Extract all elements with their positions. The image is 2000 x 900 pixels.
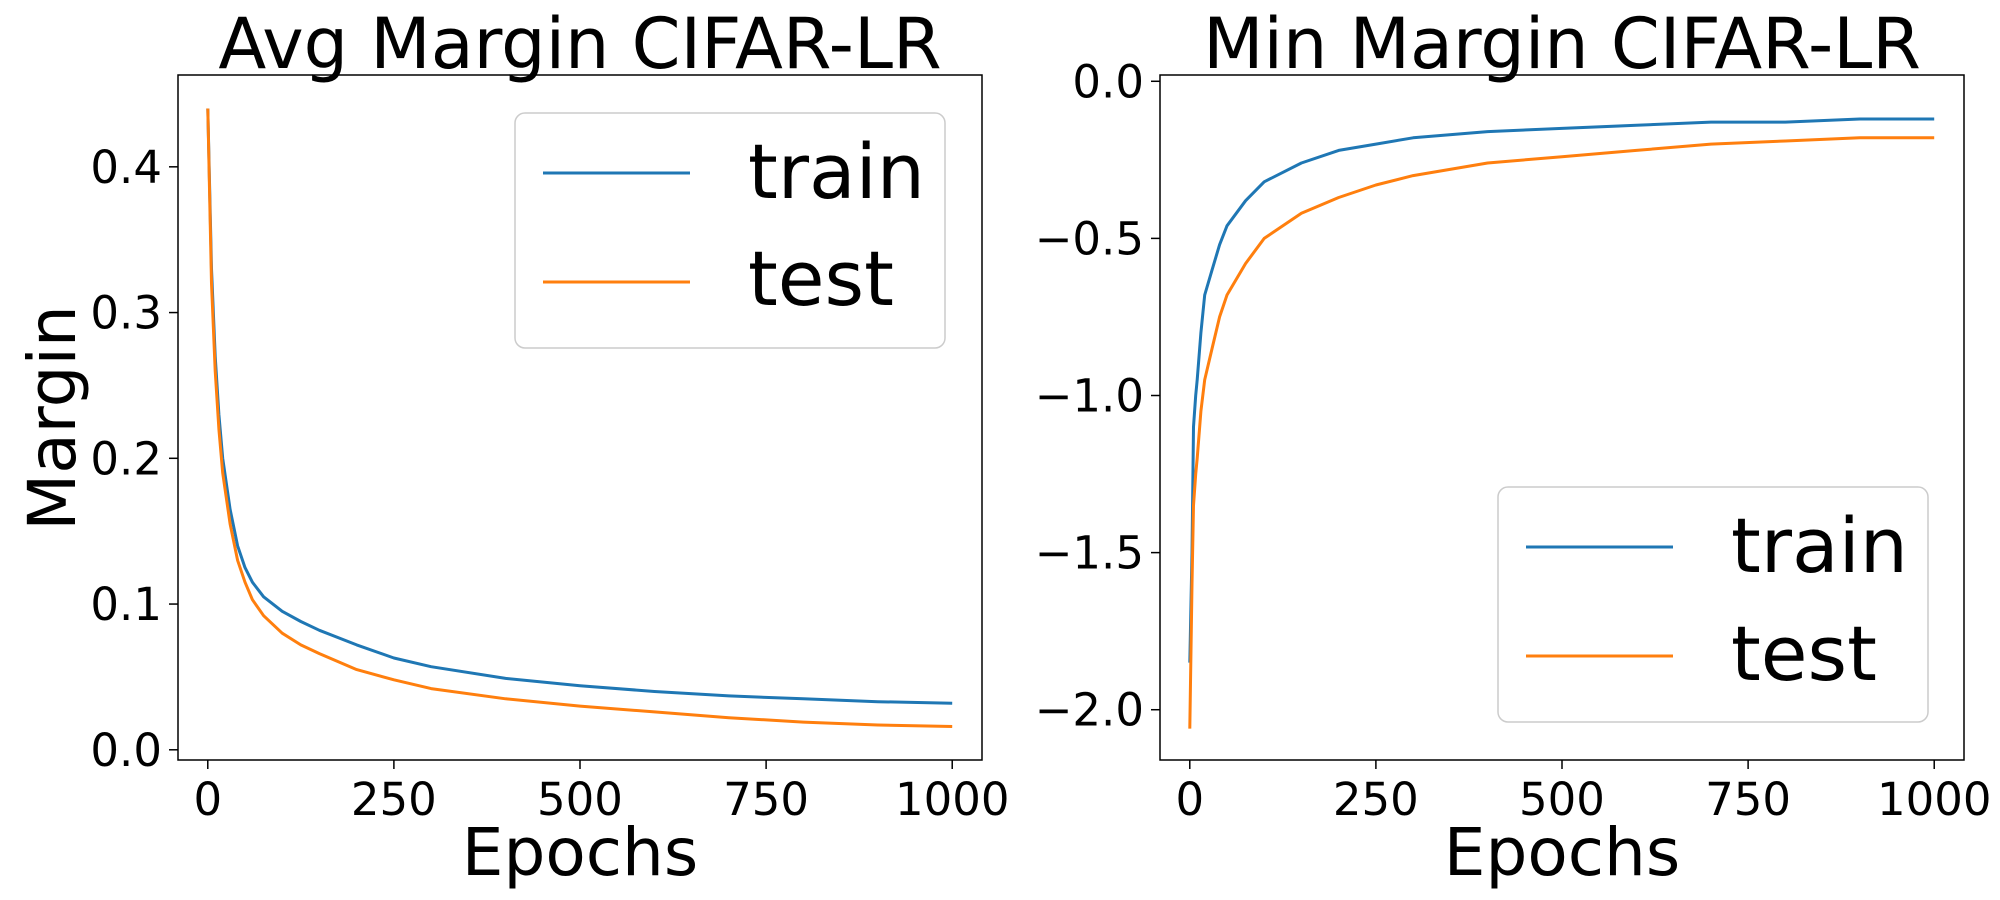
y-tick-labels: 0.0 −0.5 −1.0 −1.5 −2.0 — [1035, 55, 1160, 737]
y-tick-label: 0.0 — [1072, 55, 1144, 108]
series-group — [1188, 117, 1935, 729]
y-axis-label: Margin — [14, 305, 91, 530]
y-tick-label: 0.3 — [90, 287, 162, 340]
x-tick-label: 1000 — [1877, 773, 1992, 826]
x-axis-label: Epochs — [1444, 814, 1680, 891]
x-tick-label: 500 — [1519, 773, 1605, 826]
chart-title: Avg Margin CIFAR-LR — [218, 3, 941, 85]
y-tick-label: −0.5 — [1035, 212, 1144, 265]
x-tick-label: 750 — [1705, 773, 1791, 826]
y-tick-label: 0.2 — [90, 432, 162, 485]
x-tick-label: 1000 — [895, 773, 1010, 826]
legend: train test — [514, 112, 946, 349]
y-tick-label: −1.5 — [1035, 527, 1144, 580]
y-tick-labels: 0.0 0.1 0.2 0.3 0.4 — [90, 141, 178, 777]
legend-train-label: train — [1731, 501, 1908, 590]
series-group — [206, 108, 953, 728]
y-tick-label: −2.0 — [1035, 684, 1144, 737]
y-tick-label: 0.4 — [90, 141, 162, 194]
x-tick-label: 250 — [351, 773, 437, 826]
legend-test-label: test — [1731, 609, 1877, 698]
y-tick-label: 0.0 — [90, 724, 162, 777]
x-axis-label: Epochs — [462, 814, 698, 891]
x-tick-label: 500 — [537, 773, 623, 826]
avg-margin-panel: Avg Margin CIFAR-LR 0 250 500 750 1000 0.00.… — [14, 3, 1009, 891]
legend-train-label: train — [748, 127, 925, 216]
x-tick-label: 0 — [1175, 773, 1204, 826]
x-tick-labels: 0 250 500 750 1000 — [1175, 760, 1991, 826]
chart-title: Min Margin CIFAR-LR — [1203, 3, 1921, 85]
y-tick-label: −1.0 — [1035, 370, 1144, 423]
min-margin-panel: Min Margin CIFAR-LR 0 250 500 750 1000 0.0 −0… — [1035, 3, 1992, 891]
y-tick-label: 0.1 — [90, 578, 162, 631]
x-tick-label: 0 — [193, 773, 222, 826]
plot-frame — [1159, 74, 1965, 761]
x-tick-labels: 0 250 500 750 1000 — [193, 760, 1009, 826]
x-tick-label: 750 — [723, 773, 809, 826]
legend: train test — [1497, 486, 1929, 723]
plot-frame — [177, 74, 983, 761]
x-tick-label: 250 — [1333, 773, 1419, 826]
legend-test-label: test — [748, 234, 894, 323]
